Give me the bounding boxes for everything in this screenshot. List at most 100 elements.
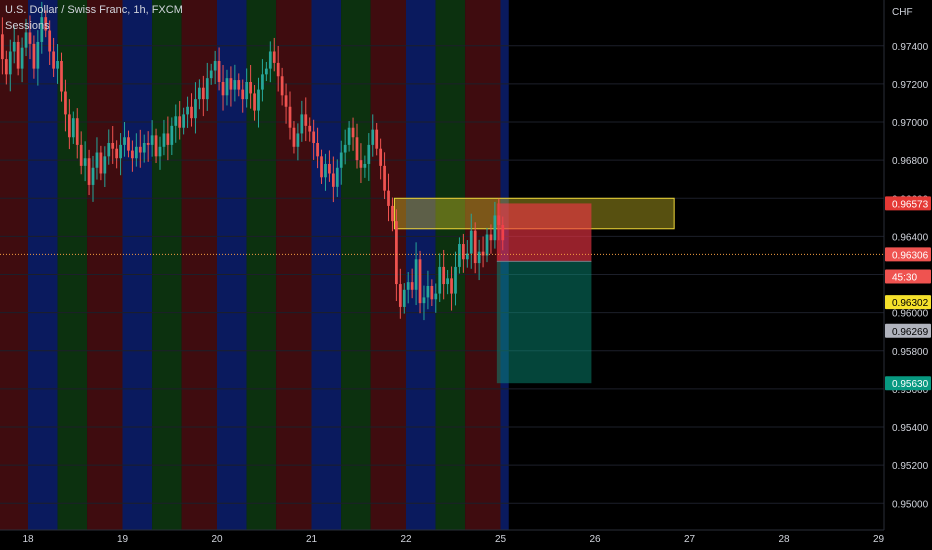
candle-body [430, 285, 434, 300]
candle-body [265, 68, 268, 75]
session-band-asia [28, 0, 58, 530]
candle-body [209, 70, 213, 79]
session-band-newyork [87, 0, 123, 530]
candle-body [477, 251, 481, 264]
candle-body [115, 148, 119, 159]
candle-body [103, 156, 107, 174]
candle-body [347, 127, 351, 145]
candle-body [296, 133, 300, 147]
candle-body [465, 253, 469, 260]
session-band-newyork [370, 0, 407, 530]
y-tick-label: 0.96800 [892, 156, 929, 167]
candle-body [418, 259, 422, 304]
candle-body [395, 221, 398, 285]
candle-body [402, 289, 406, 307]
x-tick-label: 21 [306, 534, 318, 545]
candle-body [44, 17, 48, 31]
candle-body [162, 133, 166, 147]
price-tag-label: 0.96269 [892, 327, 929, 338]
candle-body [138, 146, 142, 153]
time-axis-bg [0, 530, 932, 550]
session-bands [0, 0, 509, 530]
candle-body [249, 81, 252, 94]
candle-body [233, 80, 237, 90]
session-band-asia [122, 0, 153, 530]
y-tick-label: 0.97400 [892, 42, 929, 53]
candle-body [414, 259, 418, 290]
price-tag-label: 45:30 [892, 272, 917, 283]
candle-body [379, 148, 382, 166]
candle-body [304, 114, 308, 126]
x-tick-label: 28 [778, 534, 790, 545]
price-tag [885, 376, 931, 391]
candle-body [276, 62, 280, 77]
candle-body [32, 43, 36, 69]
short-position-layer[interactable] [496, 203, 592, 384]
price-tag-label: 0.96306 [892, 250, 929, 261]
candle-body [446, 278, 449, 285]
candle-body [288, 106, 292, 128]
candle-body [331, 173, 335, 187]
candle-body [398, 284, 402, 307]
y-tick-label: 0.95800 [892, 347, 929, 358]
candle-body [146, 142, 150, 145]
session-band-asia [500, 0, 509, 530]
candle-body [438, 266, 442, 294]
candle-body [422, 297, 426, 304]
candle-body [186, 106, 189, 115]
candle-body [261, 74, 264, 90]
indicator-label[interactable]: Sessions [5, 20, 50, 32]
candles [1, 1, 505, 321]
candle-body [107, 142, 111, 157]
price-tag [885, 323, 931, 338]
price-tag [885, 295, 931, 310]
candle-body [87, 158, 91, 185]
grid [0, 45, 884, 504]
y-tick-label: 0.96400 [892, 232, 929, 243]
candle-body [28, 32, 32, 44]
candle-body [257, 89, 260, 111]
candle-body [166, 133, 170, 145]
candle-body [127, 137, 130, 151]
candle-body [324, 163, 327, 178]
candle-body [481, 251, 485, 256]
price-tag-label: 0.96302 [892, 298, 929, 309]
candle-body [170, 125, 174, 145]
candle-body [343, 144, 347, 153]
candle-body [367, 144, 371, 164]
candle-body [52, 51, 55, 69]
candle-body [99, 152, 103, 174]
candle-body [308, 125, 312, 132]
currency-label: CHF [892, 7, 913, 18]
candle-body [75, 118, 79, 145]
candle-body [489, 234, 493, 241]
candle-body [328, 163, 331, 174]
x-tick-label: 19 [117, 534, 129, 545]
price-tag-label: 0.96573 [892, 199, 929, 210]
candle-body [60, 61, 63, 92]
y-tick-label: 0.95600 [892, 385, 929, 396]
candle-body [292, 127, 296, 147]
candle-body [454, 266, 457, 294]
candle-body [158, 146, 162, 157]
candle-body [371, 129, 375, 145]
candle-body [194, 99, 197, 119]
x-tick-label: 25 [495, 534, 507, 545]
x-tick-label: 18 [22, 534, 34, 545]
candle-body [142, 142, 146, 153]
candle-body [387, 190, 390, 206]
candle-body [16, 41, 20, 69]
candle-body [1, 34, 4, 60]
candle-body [312, 131, 316, 143]
candle-body [111, 142, 115, 149]
candle-body [426, 285, 430, 298]
candle-body [12, 41, 16, 52]
candle-body [245, 81, 249, 100]
candle-body [217, 61, 221, 82]
candle-body [40, 17, 44, 42]
candle-body [79, 144, 83, 166]
candle-body [237, 80, 241, 90]
candle-body [339, 152, 343, 168]
